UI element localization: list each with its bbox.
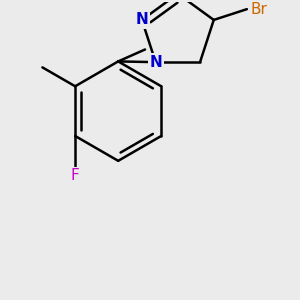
Text: Br: Br	[250, 2, 267, 17]
Text: N: N	[136, 12, 148, 27]
Text: F: F	[71, 168, 80, 183]
Text: N: N	[149, 55, 162, 70]
